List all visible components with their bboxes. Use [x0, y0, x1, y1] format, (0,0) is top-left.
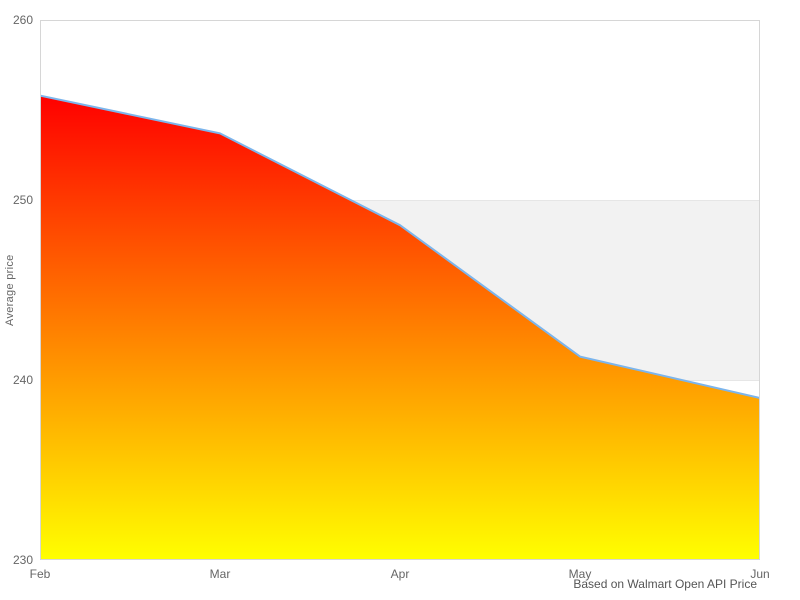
plot-border	[40, 20, 760, 560]
y-axis-tick-label: 240	[12, 373, 33, 387]
x-axis-tick-label: Apr	[390, 567, 410, 581]
series-line	[39, 94, 761, 399]
area-chart-svg	[39, 20, 761, 561]
area-series	[40, 95, 760, 560]
y-axis-tick-label: 260	[12, 13, 33, 27]
y-axis-tick-label: 250	[12, 193, 33, 207]
chart-caption: Based on Walmart Open API Price	[573, 577, 757, 591]
y-axis-tick-label: 230	[12, 553, 33, 567]
x-axis-tick-label: Jun	[750, 567, 770, 581]
x-axis-tick-label: May	[568, 567, 592, 581]
plot-area	[39, 20, 761, 561]
x-axis-tick-label: Mar	[209, 567, 231, 581]
x-axis-tick-label: Feb	[29, 567, 51, 581]
y-axis-title: Average price	[4, 254, 16, 326]
